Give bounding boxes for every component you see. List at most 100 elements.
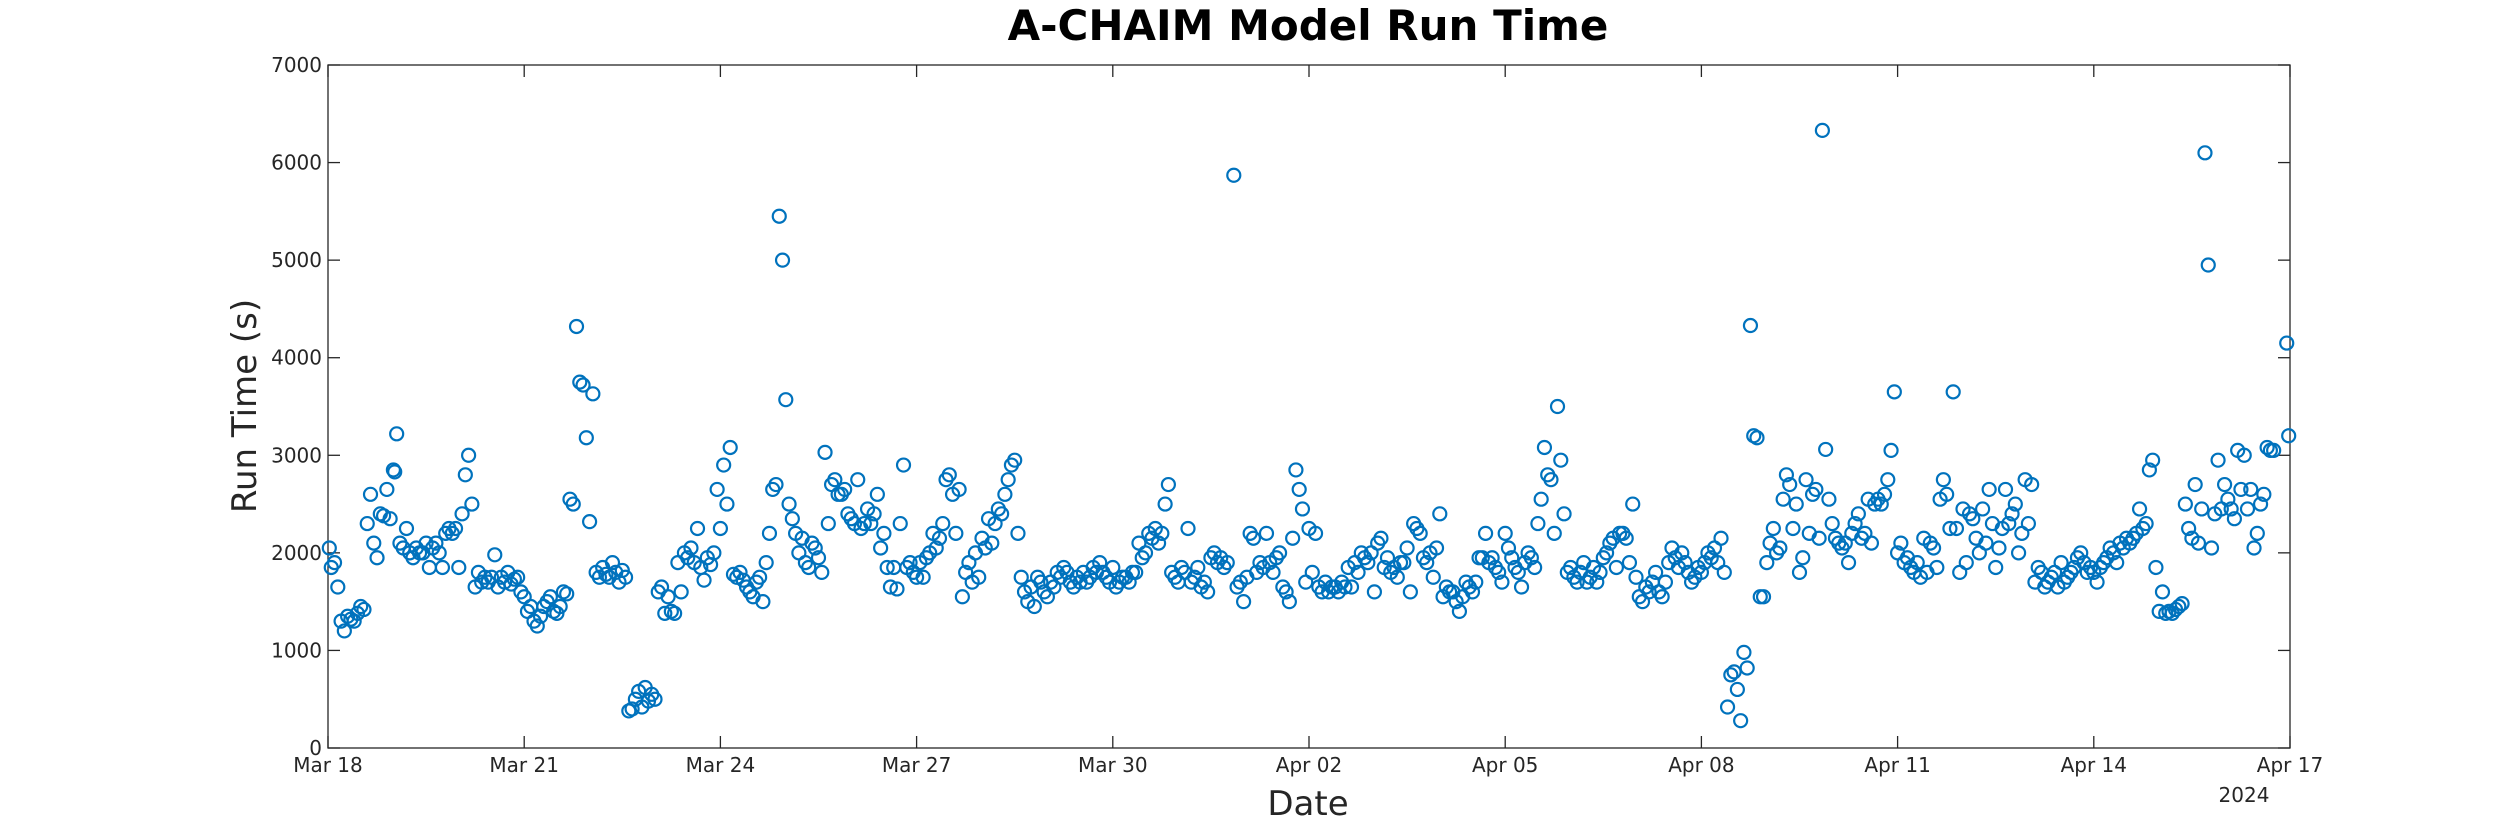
data-point bbox=[1716, 564, 1732, 580]
data-point bbox=[1464, 584, 1481, 600]
data-point bbox=[1523, 550, 1539, 566]
data-point bbox=[1729, 681, 1745, 698]
data-point bbox=[948, 525, 964, 541]
data-point bbox=[330, 579, 346, 595]
data-point bbox=[1876, 486, 1893, 502]
data-point bbox=[1814, 122, 1830, 138]
data-point bbox=[1657, 574, 1674, 590]
data-point bbox=[1847, 515, 1863, 532]
data-point bbox=[2001, 515, 2017, 532]
data-point bbox=[1775, 491, 1791, 507]
data-point bbox=[454, 506, 470, 522]
data-point bbox=[1288, 462, 1304, 478]
data-point bbox=[356, 601, 372, 618]
data-point bbox=[1196, 574, 1212, 590]
data-point bbox=[1736, 644, 1752, 660]
data-point bbox=[1788, 496, 1804, 512]
data-point bbox=[997, 486, 1013, 502]
data-point bbox=[1402, 584, 1418, 600]
data-point bbox=[2154, 584, 2171, 600]
data-point bbox=[2279, 335, 2295, 351]
data-point bbox=[1958, 555, 1974, 571]
data-point bbox=[1553, 452, 1569, 468]
data-point bbox=[1618, 530, 1634, 546]
data-point bbox=[908, 569, 925, 585]
data-point bbox=[856, 515, 872, 532]
data-point bbox=[915, 569, 931, 585]
data-point bbox=[1360, 555, 1376, 571]
x-tick-label: Apr 14 bbox=[2061, 753, 2127, 777]
data-point bbox=[712, 520, 729, 537]
data-point bbox=[1092, 555, 1108, 571]
data-point bbox=[2220, 491, 2236, 507]
data-point bbox=[667, 605, 683, 621]
data-point bbox=[1785, 520, 1801, 537]
data-point bbox=[1412, 525, 1428, 541]
x-tick-label: Apr 11 bbox=[1864, 753, 1930, 777]
data-point bbox=[755, 594, 771, 610]
data-point bbox=[2141, 462, 2157, 478]
data-point bbox=[2200, 257, 2216, 273]
data-point bbox=[722, 439, 738, 456]
data-point bbox=[1742, 317, 1759, 334]
data-point bbox=[1546, 525, 1562, 541]
data-point bbox=[2181, 520, 2197, 537]
data-point bbox=[1533, 491, 1549, 507]
data-point bbox=[617, 569, 634, 585]
data-point bbox=[431, 545, 447, 561]
data-point bbox=[761, 525, 778, 541]
data-point bbox=[1641, 584, 1657, 600]
data-point bbox=[1013, 569, 1029, 585]
data-point bbox=[336, 623, 352, 639]
data-point bbox=[2256, 486, 2272, 502]
data-point bbox=[1010, 525, 1026, 541]
data-point bbox=[1128, 564, 1144, 580]
data-point bbox=[1863, 535, 1880, 551]
data-point bbox=[1589, 574, 1605, 590]
data-point bbox=[2252, 496, 2269, 512]
data-point bbox=[2223, 501, 2239, 517]
data-point bbox=[2243, 481, 2259, 498]
data-point bbox=[2203, 540, 2220, 556]
data-point bbox=[1513, 579, 1530, 595]
plot-area bbox=[327, 64, 2291, 749]
data-point bbox=[1343, 579, 1360, 595]
data-point bbox=[624, 701, 640, 717]
data-point bbox=[1621, 555, 1638, 571]
data-point bbox=[1154, 525, 1170, 541]
data-point bbox=[1419, 555, 1435, 571]
data-point bbox=[1608, 559, 1624, 576]
data-point bbox=[1733, 713, 1749, 729]
data-point bbox=[565, 496, 581, 512]
data-point bbox=[1477, 525, 1494, 541]
data-point bbox=[2171, 598, 2187, 615]
data-point bbox=[810, 550, 827, 566]
data-point bbox=[771, 208, 787, 224]
data-point bbox=[889, 581, 905, 597]
data-point bbox=[1818, 441, 1834, 458]
data-point bbox=[817, 444, 833, 460]
data-point bbox=[863, 515, 879, 532]
data-point bbox=[1981, 481, 1997, 498]
data-point bbox=[1850, 506, 1866, 522]
data-point bbox=[1893, 535, 1909, 551]
data-point bbox=[984, 535, 1000, 551]
data-point bbox=[1765, 520, 1781, 537]
data-point bbox=[2187, 476, 2203, 493]
data-point bbox=[1137, 545, 1154, 561]
data-point bbox=[2053, 555, 2069, 571]
data-point bbox=[1304, 564, 1320, 580]
data-point bbox=[1824, 515, 1840, 532]
data-point bbox=[398, 520, 415, 537]
data-point bbox=[581, 514, 598, 530]
data-point bbox=[1648, 564, 1664, 580]
data-point bbox=[801, 559, 817, 576]
data-point bbox=[673, 584, 689, 600]
data-point bbox=[719, 496, 735, 512]
data-point bbox=[1978, 535, 1994, 551]
data-point bbox=[1160, 476, 1176, 493]
y-axis-label: Run Time (s) bbox=[225, 299, 265, 513]
x-tick-label: Mar 27 bbox=[882, 753, 952, 777]
data-point bbox=[598, 566, 614, 582]
data-point bbox=[1677, 555, 1693, 571]
